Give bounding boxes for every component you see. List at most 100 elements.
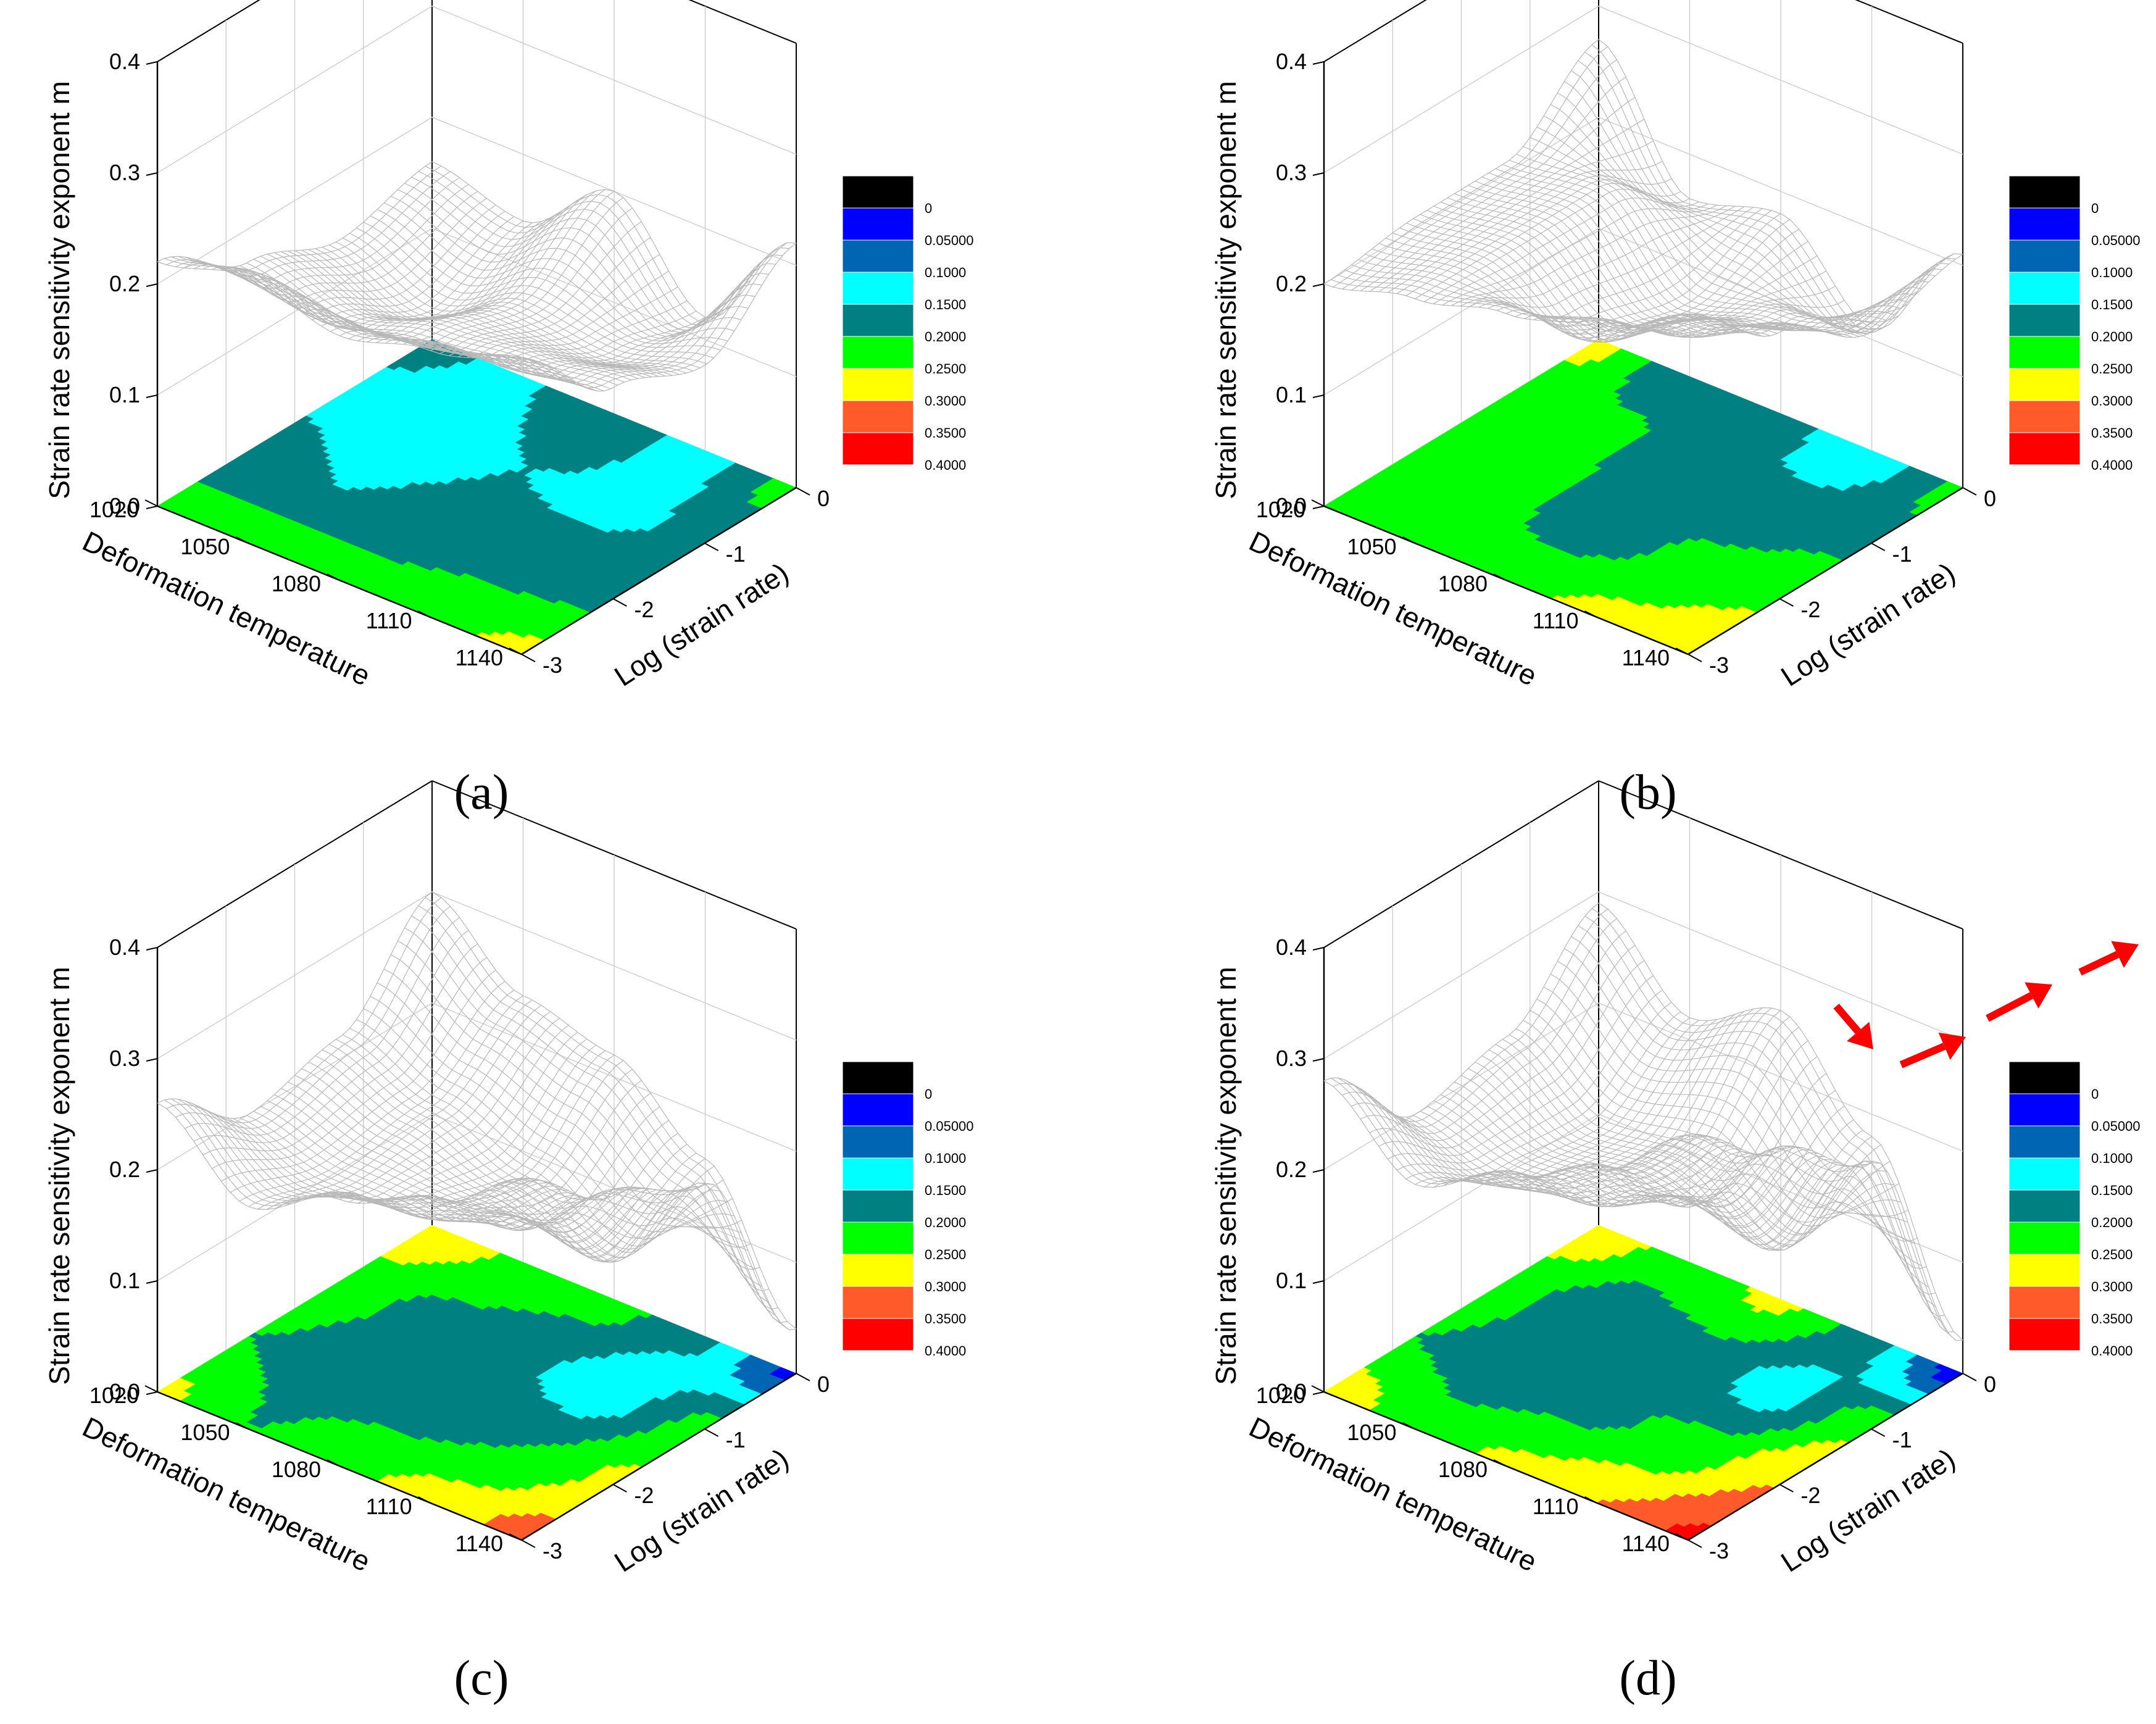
color-legend: 00.050000.10000.15000.20000.25000.30000.… [2008,175,2141,473]
wall-grid-line [1323,6,1963,173]
mesh-surface [1323,39,1963,343]
panel-a: 0.00.10.20.30.4102010501080111011400-1-2… [43,0,974,820]
y-tick [796,487,810,496]
mesh-line [1571,70,1936,333]
mesh-line [370,215,735,341]
z-tick-label: 0.3 [109,160,140,185]
legend-swatch [2008,432,2081,465]
legend-swatch [842,239,914,273]
y-tick-label: -3 [543,652,562,678]
y-tick [704,543,719,551]
mesh-line [1523,146,1888,321]
legend-label: 0.4000 [925,457,966,473]
z-tick-label: 0.3 [1276,160,1307,185]
legend-label: 0.1500 [925,297,966,312]
z-tick-label: 0.2 [1276,271,1307,296]
mesh-line [191,258,556,370]
z-tick [1312,61,1325,65]
legend-swatch [2008,239,2081,273]
y-tick [1688,654,1702,662]
legend-label: 0.2500 [2091,361,2133,377]
y-tick [1962,487,1977,496]
y-tick-label: -2 [634,597,654,622]
legend-label: 0.05000 [925,233,974,248]
legend-swatch [2008,175,2081,209]
y-tick-label: -1 [726,541,746,567]
y-tick [521,654,536,662]
x-tick-label: 1140 [1622,645,1670,670]
x-tick [144,499,158,507]
legend-label: 0.3000 [925,393,966,409]
y-tick [612,598,627,607]
z-tick [146,172,158,176]
mesh-line [1451,205,1726,306]
y-tick-label: -3 [1709,652,1729,678]
legend-swatch [842,207,914,241]
left-wall-top-edge [157,0,260,62]
z-tick-label: 0.1 [109,382,140,407]
legend-label: 0.4000 [2091,457,2133,473]
z-tick [1312,506,1325,509]
z-tick [146,506,158,509]
y-tick-label: -2 [1800,597,1820,622]
legend-swatch [842,304,914,337]
wall-grid-line [1323,117,1963,285]
right-wall-top-edge [688,0,797,44]
legend-swatch [842,432,914,465]
legend-swatch [2008,272,2081,305]
legend-label: 0.3500 [2091,425,2133,441]
y-tick-label: 0 [1984,486,1996,511]
legend-swatch [842,272,914,305]
mesh-line [425,165,789,322]
z-tick [146,394,158,398]
z-tick-label: 0.4 [1276,49,1307,74]
legend-swatch [842,400,914,433]
z-tick [1312,283,1325,287]
x-tick-label: 1080 [1438,571,1488,596]
legend-label: 0.2000 [925,329,966,344]
legend-swatch [2008,207,2081,241]
z-axis-title: Strain rate sensitivity exponent m [1210,81,1242,499]
legend-label: 0.3000 [2091,393,2133,409]
z-tick-label: 0.4 [109,49,140,74]
y-tick [1779,598,1794,607]
x-tick-label: 1050 [180,534,230,559]
y-tick-label: 0 [817,486,830,511]
legend-swatch [2008,400,2081,433]
mesh-line [1342,59,1617,289]
contour-floor [157,339,797,655]
legend-swatch [2008,304,2081,337]
x-tick-label: 1080 [272,571,321,596]
x-tick-label: 1020 [1256,497,1305,522]
z-tick [146,283,158,287]
legend-label: 0.1000 [925,265,966,280]
z-tick-label: 0.2 [109,271,140,296]
color-legend: 0 0.05000 0.1000 0.1500 0.2000 0.2500 0.3000 0.… [842,175,974,473]
legend-label: 0 [925,201,932,216]
z-axis-title: Strain rate sensitivity exponent m [43,81,75,499]
wall-grid-line [157,117,797,285]
legend-label: 0.1500 [2091,297,2133,312]
x-tick-label: 1110 [366,608,412,633]
x-tick-label: 1020 [89,497,139,522]
x-tick-label: 1050 [1347,534,1396,559]
legend-swatch [2008,336,2081,369]
y-tick-label: -1 [1892,541,1912,567]
panel-b: 0.00.10.20.30.4102010501080111011400-1-2… [1210,0,2141,820]
axis-walls [157,0,797,488]
legend-swatch [842,368,914,401]
z-tick [146,61,158,65]
legend-label: 0.05000 [2091,233,2141,248]
legend-label: 0.2500 [925,361,966,377]
wall-grid-line [157,6,797,173]
x-tick [1311,499,1325,507]
z-tick [1312,394,1325,398]
mesh-line [1530,137,1894,318]
x-tick-label: 1140 [456,645,503,670]
x-tick-label: 1110 [1533,608,1579,633]
legend-label: 0.1000 [2091,265,2133,280]
z-tick-label: 0.1 [1276,382,1307,407]
mesh-surface [157,161,797,392]
